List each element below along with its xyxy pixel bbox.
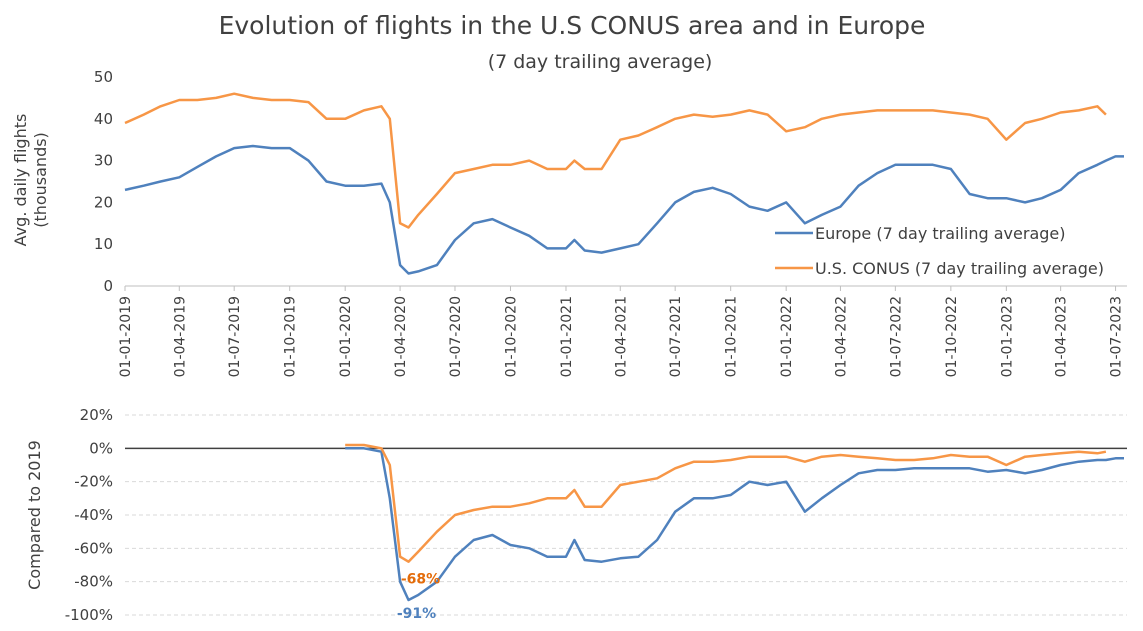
y-tick-label: 0 <box>103 277 113 295</box>
y-tick-label: 20 <box>94 193 113 211</box>
legend-label: U.S. CONUS (7 day trailing average) <box>815 259 1104 278</box>
x-tick-label: 01-10-2020 <box>503 296 519 377</box>
y-tick-label: -20% <box>74 473 113 491</box>
y-tick-label: -60% <box>74 539 113 557</box>
x-tick-label: 01-04-2020 <box>393 296 409 377</box>
series-line <box>345 443 1107 563</box>
y-tick-label: -40% <box>74 506 113 524</box>
x-tick-label: 01-07-2022 <box>888 296 904 377</box>
y-axis-label: Avg. daily flights <box>11 114 30 247</box>
y-axis-label: (thousands) <box>31 132 50 228</box>
chart-subtitle: (7 day trailing average) <box>488 51 713 73</box>
y-tick-label: -100% <box>65 606 113 624</box>
series-line <box>345 447 1124 602</box>
legend-label: Europe (7 day trailing average) <box>815 224 1066 243</box>
x-tick-label: 01-01-2021 <box>559 296 575 377</box>
y-tick-label: 0% <box>89 439 113 457</box>
x-tick-label: 01-07-2020 <box>448 296 464 377</box>
x-tick-label: 01-01-2020 <box>338 296 354 377</box>
series-line <box>124 144 1124 275</box>
y-tick-label: 10 <box>94 235 113 253</box>
x-tick-label: 01-04-2019 <box>172 296 188 377</box>
x-tick-label: 01-10-2019 <box>283 296 299 377</box>
x-tick-label: 01-04-2023 <box>1054 296 1070 377</box>
annotation: -91% <box>397 606 436 622</box>
chart-title: Evolution of flights in the U.S CONUS ar… <box>219 11 926 40</box>
y-tick-label: 30 <box>94 152 113 170</box>
x-tick-label: 01-07-2023 <box>1109 296 1125 377</box>
y-tick-label: 40 <box>94 110 113 128</box>
x-tick-label: 01-04-2022 <box>833 296 849 377</box>
x-tick-label: 01-10-2022 <box>944 296 960 377</box>
y-tick-label: 50 <box>94 68 113 86</box>
annotation: -68% <box>401 572 440 588</box>
y-tick-label: 20% <box>80 406 113 424</box>
x-tick-label: 01-10-2021 <box>724 296 740 377</box>
x-tick-label: 01-07-2021 <box>668 296 684 377</box>
y-axis-label: Compared to 2019 <box>25 440 44 590</box>
y-tick-label: -80% <box>74 573 113 591</box>
x-tick-label: 01-04-2021 <box>613 296 629 377</box>
x-tick-label: 01-01-2022 <box>779 296 795 377</box>
x-tick-label: 01-07-2019 <box>227 296 243 377</box>
x-tick-label: 01-01-2019 <box>118 296 134 377</box>
x-tick-label: 01-01-2023 <box>999 296 1015 377</box>
series-line <box>124 92 1107 229</box>
